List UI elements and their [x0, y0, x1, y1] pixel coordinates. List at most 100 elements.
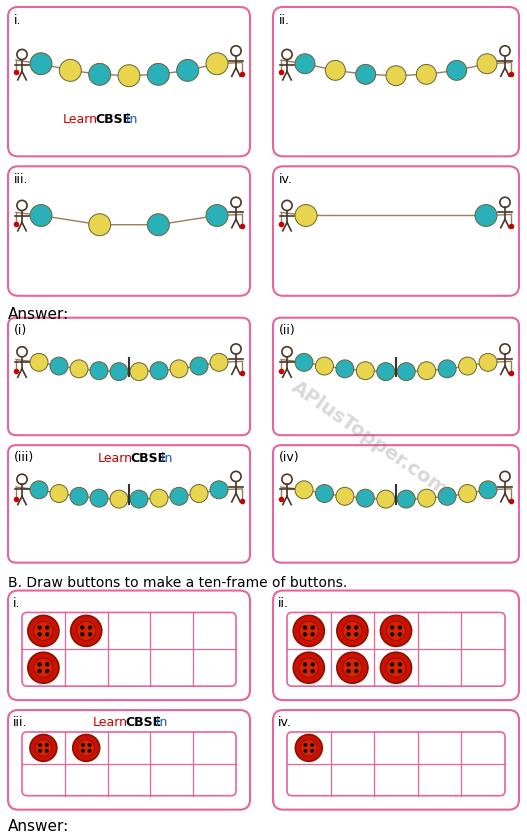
Circle shape [130, 491, 148, 508]
Circle shape [38, 670, 41, 673]
Circle shape [355, 633, 358, 636]
Circle shape [438, 487, 456, 506]
Circle shape [38, 744, 42, 747]
Circle shape [28, 652, 59, 683]
Text: iii.: iii. [13, 715, 27, 728]
Circle shape [210, 482, 228, 499]
Text: CBSE: CBSE [130, 451, 166, 465]
Circle shape [46, 626, 49, 630]
FancyBboxPatch shape [287, 732, 505, 796]
Text: CBSE: CBSE [125, 715, 161, 728]
Circle shape [148, 215, 169, 237]
Circle shape [356, 65, 376, 85]
Circle shape [337, 652, 368, 683]
Text: i.: i. [13, 596, 21, 609]
Circle shape [81, 633, 84, 636]
Circle shape [377, 363, 395, 381]
Circle shape [447, 61, 467, 81]
FancyBboxPatch shape [8, 446, 250, 563]
Circle shape [343, 658, 362, 677]
Circle shape [190, 485, 208, 503]
Circle shape [316, 358, 334, 375]
Circle shape [336, 360, 354, 379]
Text: .in: .in [123, 112, 139, 125]
Circle shape [130, 363, 148, 381]
Circle shape [355, 663, 358, 666]
Circle shape [347, 626, 350, 630]
Circle shape [355, 626, 358, 630]
Circle shape [391, 633, 394, 636]
Circle shape [311, 663, 314, 666]
Circle shape [89, 633, 92, 636]
Circle shape [398, 626, 402, 630]
Circle shape [210, 354, 228, 372]
Circle shape [295, 482, 313, 499]
FancyBboxPatch shape [8, 711, 250, 810]
Circle shape [355, 670, 358, 673]
Circle shape [418, 362, 436, 380]
Circle shape [300, 740, 317, 757]
Circle shape [88, 744, 91, 747]
Circle shape [295, 54, 315, 74]
Circle shape [398, 633, 402, 636]
Circle shape [336, 487, 354, 506]
Circle shape [89, 215, 111, 237]
Circle shape [304, 750, 307, 752]
Circle shape [356, 362, 374, 380]
Circle shape [170, 487, 188, 506]
Circle shape [46, 663, 49, 666]
Circle shape [177, 60, 199, 82]
Circle shape [118, 66, 140, 88]
Text: Answer:: Answer: [8, 818, 69, 833]
Circle shape [377, 491, 395, 508]
Text: (i): (i) [14, 324, 27, 336]
Circle shape [304, 626, 307, 630]
Circle shape [311, 750, 314, 752]
Circle shape [347, 663, 350, 666]
Circle shape [347, 670, 350, 673]
FancyBboxPatch shape [287, 613, 505, 686]
Circle shape [295, 735, 322, 762]
Circle shape [458, 358, 476, 375]
Circle shape [356, 490, 374, 507]
Circle shape [293, 615, 324, 646]
Text: B. Draw buttons to make a ten-frame of buttons.: B. Draw buttons to make a ten-frame of b… [8, 575, 347, 589]
FancyBboxPatch shape [273, 8, 519, 157]
Text: iv.: iv. [279, 173, 293, 186]
Text: (ii): (ii) [279, 324, 296, 336]
Circle shape [89, 626, 92, 630]
Circle shape [479, 482, 497, 499]
Circle shape [30, 54, 52, 75]
Circle shape [299, 658, 318, 677]
Circle shape [76, 621, 96, 640]
Circle shape [90, 490, 108, 507]
Circle shape [73, 735, 100, 762]
Circle shape [477, 54, 497, 74]
Circle shape [295, 206, 317, 227]
Circle shape [71, 615, 102, 646]
Circle shape [82, 744, 84, 747]
Text: i.: i. [14, 14, 22, 27]
Circle shape [82, 750, 84, 752]
FancyBboxPatch shape [8, 319, 250, 436]
FancyBboxPatch shape [22, 613, 236, 686]
Circle shape [88, 750, 91, 752]
Text: Learn: Learn [98, 451, 133, 465]
Circle shape [50, 485, 68, 503]
Text: CBSE: CBSE [95, 112, 131, 125]
FancyBboxPatch shape [273, 591, 519, 701]
Circle shape [34, 658, 53, 677]
Circle shape [70, 360, 88, 379]
Circle shape [148, 64, 169, 86]
Text: (iii): (iii) [14, 451, 34, 464]
FancyBboxPatch shape [273, 446, 519, 563]
Circle shape [391, 626, 394, 630]
FancyBboxPatch shape [273, 711, 519, 810]
Circle shape [347, 633, 350, 636]
Circle shape [397, 491, 415, 508]
Text: .in: .in [158, 451, 173, 465]
Text: Learn: Learn [63, 112, 98, 125]
Circle shape [38, 750, 42, 752]
Text: (iv): (iv) [279, 451, 300, 464]
Circle shape [45, 750, 48, 752]
